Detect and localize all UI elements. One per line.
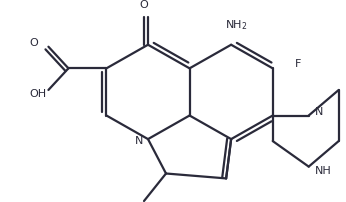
Text: O: O <box>140 0 148 11</box>
Text: OH: OH <box>29 89 46 99</box>
Text: NH$_2$: NH$_2$ <box>225 18 247 32</box>
Text: N: N <box>135 136 143 146</box>
Text: O: O <box>30 38 38 48</box>
Text: F: F <box>295 59 301 69</box>
Text: NH: NH <box>315 166 331 176</box>
Text: N: N <box>315 107 323 117</box>
